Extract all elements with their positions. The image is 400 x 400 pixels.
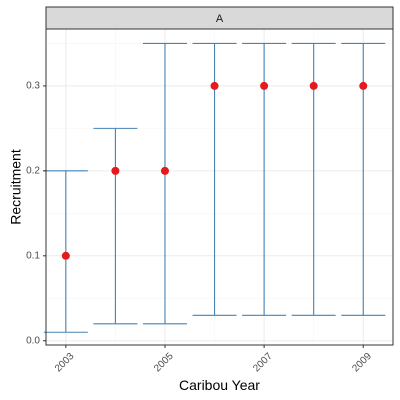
data-point-2006 [210, 81, 219, 90]
y-tick-label: 0.3 [26, 81, 40, 92]
errorbar-2005 [142, 42, 187, 325]
y-axis: 0.0 0.1 0.2 0.3 [26, 81, 46, 346]
y-tick-label: 0.0 [26, 335, 40, 346]
errorbar-2003 [43, 170, 88, 333]
data-point-2003 [61, 251, 70, 260]
data-point-2009 [359, 81, 368, 90]
x-axis-title: Caribou Year [179, 377, 260, 393]
x-tick-label: 2009 [350, 351, 374, 375]
x-tick-label: 2005 [152, 351, 176, 375]
y-tick-label: 0.2 [26, 166, 40, 177]
facet-strip-label: A [216, 13, 224, 25]
data-point-2008 [309, 81, 318, 90]
panel-background [46, 29, 393, 345]
errorbar-layer [43, 42, 386, 333]
y-tick-label: 0.1 [26, 250, 40, 261]
data-point-2005 [160, 166, 169, 175]
facet-strip [45, 6, 394, 30]
data-point-2007 [260, 81, 269, 90]
point-layer [61, 81, 368, 260]
grid-layer [46, 29, 393, 345]
x-axis: 2003 2005 2007 2009 [53, 345, 374, 374]
x-tick-label: 2007 [251, 351, 275, 375]
errorbar-2004 [93, 127, 138, 325]
data-point-2004 [111, 166, 120, 175]
y-axis-title: Recruitment [8, 149, 24, 225]
x-tick-label: 2003 [53, 351, 77, 375]
